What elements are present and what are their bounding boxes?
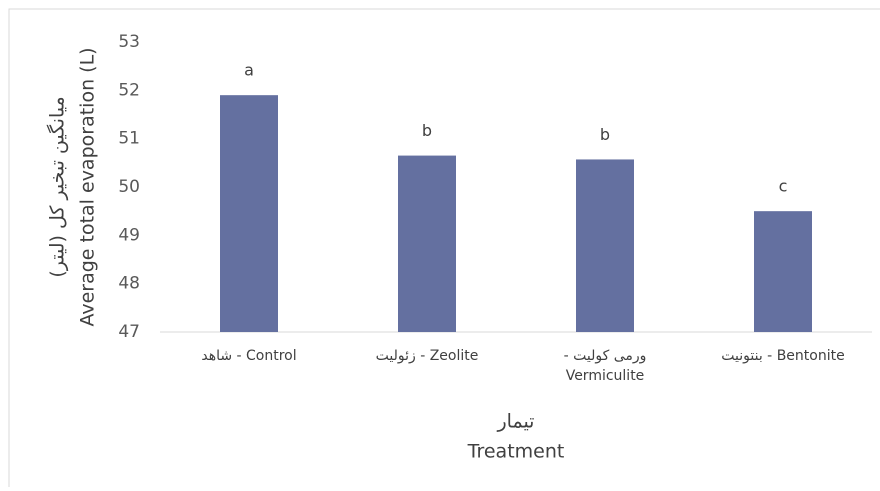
x-axis-label: Treatment bbox=[467, 441, 565, 463]
x-tick-label-box: Bentonite - بنتونیت bbox=[721, 348, 845, 364]
y-tick-label: 50 bbox=[118, 177, 140, 197]
y-tick-label: 53 bbox=[118, 32, 140, 52]
y-tick-label: 51 bbox=[118, 129, 140, 149]
bar-annotation: c bbox=[779, 177, 788, 196]
x-axis-label: تیمار bbox=[497, 411, 535, 433]
bar bbox=[754, 211, 812, 332]
bar-annotation: b bbox=[422, 121, 432, 140]
y-axis-label: میانگین تبخیر کل (لیتر) bbox=[46, 96, 69, 277]
x-tick-label: Bentonite - بنتونیت bbox=[721, 348, 845, 364]
bar-annotation: b bbox=[600, 125, 610, 144]
y-tick-label: 48 bbox=[118, 274, 140, 294]
x-tick-label-box: Control - شاهد bbox=[201, 348, 297, 364]
x-tick-label: Zeolite - زئولیت bbox=[375, 348, 479, 364]
x-tick-label-box: ورمی کولیت - Vermiculite bbox=[563, 348, 647, 384]
x-tick-label-box: Zeolite - زئولیت bbox=[375, 348, 479, 364]
bar bbox=[576, 159, 634, 332]
bar bbox=[398, 155, 456, 332]
y-axis-label: Average total evaporation (L) bbox=[77, 47, 99, 326]
y-tick-label: 47 bbox=[118, 322, 140, 342]
x-tick-label: ورمی کولیت - Vermiculite bbox=[563, 348, 647, 384]
x-tick-label: Control - شاهد bbox=[201, 348, 297, 364]
y-tick-label: 49 bbox=[118, 225, 140, 245]
bar-annotation: a bbox=[244, 61, 254, 80]
y-tick-label: 52 bbox=[118, 80, 140, 100]
bar bbox=[220, 95, 278, 333]
